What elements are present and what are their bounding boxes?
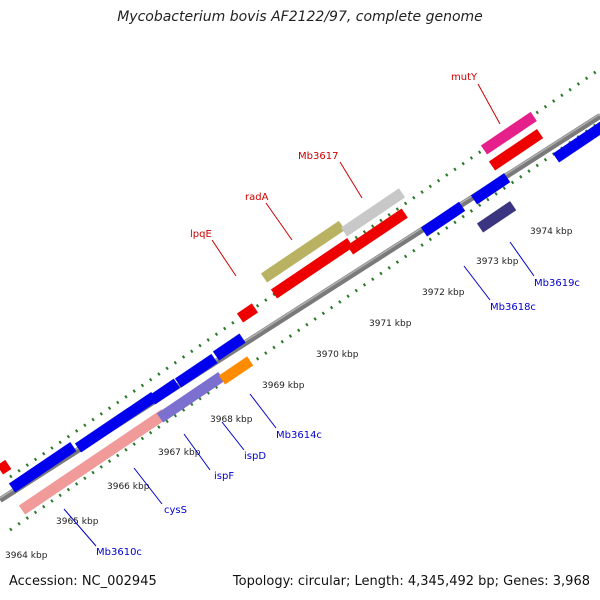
tick-label: 3965 kbp xyxy=(56,517,99,527)
gene-forward-radA[interactable] xyxy=(340,188,406,237)
gene-reverse[interactable] xyxy=(174,353,218,388)
inner-tick-track xyxy=(9,120,600,532)
gene-forward-mutY[interactable] xyxy=(480,111,537,155)
gene-reverse-ispF[interactable] xyxy=(156,372,225,423)
gene-reverse[interactable] xyxy=(8,442,77,493)
reverse-gene-labels: Mb3610c cysS ispF ispD Mb3614c Mb3618c M… xyxy=(63,241,580,558)
gene-forward[interactable] xyxy=(346,208,408,255)
gene-label-ispF[interactable]: ispF xyxy=(214,471,234,482)
label-leader xyxy=(221,421,245,451)
tick-label: 3970 kbp xyxy=(316,350,359,360)
genome-summary-text: Topology: circular; Length: 4,345,492 bp… xyxy=(232,574,590,589)
gene-reverse[interactable] xyxy=(74,391,158,453)
gene-reverse[interactable] xyxy=(470,173,511,205)
label-leader xyxy=(509,241,535,277)
gene-label-radA[interactable]: radA xyxy=(245,192,269,203)
gene-reverse[interactable] xyxy=(420,201,466,237)
gene-label-Mb3614c[interactable]: Mb3614c xyxy=(276,430,322,441)
gene-label-Mb3610c[interactable]: Mb3610c xyxy=(96,547,142,558)
label-leader xyxy=(339,161,363,199)
gene-forward[interactable] xyxy=(0,459,12,475)
tick-label: 3972 kbp xyxy=(422,288,465,298)
tick-label: 3971 kbp xyxy=(369,319,412,329)
label-leader xyxy=(463,265,491,301)
tick-label: 3968 kbp xyxy=(210,415,253,425)
gene-label-mutY[interactable]: mutY xyxy=(451,72,478,83)
gene-forward[interactable] xyxy=(488,129,544,171)
gene-forward-lpqE[interactable] xyxy=(260,220,346,283)
map-title: Mycobacterium bovis AF2122/97, complete … xyxy=(117,9,483,25)
label-leader xyxy=(249,393,277,429)
gene-reverse[interactable] xyxy=(148,378,180,405)
gene-reverse[interactable] xyxy=(212,333,246,361)
gene-label-Mb3619c[interactable]: Mb3619c xyxy=(534,278,580,289)
tick-label: 3967 kbp xyxy=(158,448,201,458)
accession-text: Accession: NC_002945 xyxy=(9,574,157,589)
tick-label: 3966 kbp xyxy=(107,482,150,492)
forward-gene-labels: lpqE radA Mb3617 mutY xyxy=(190,72,501,277)
tick-label: 3973 kbp xyxy=(476,257,519,267)
gene-label-ispD[interactable]: ispD xyxy=(244,451,266,462)
gene-label-lpqE[interactable]: lpqE xyxy=(190,229,212,240)
tick-labels: 3964 kbp 3965 kbp 3966 kbp 3967 kbp 3968… xyxy=(5,227,573,561)
gene-reverse-Mb3618c[interactable] xyxy=(476,201,517,233)
tick-label: 3964 kbp xyxy=(5,551,48,561)
tick-label: 3969 kbp xyxy=(262,381,305,391)
label-leader xyxy=(477,83,501,125)
label-leader xyxy=(63,508,97,547)
gene-reverse-cysS[interactable] xyxy=(18,409,168,515)
label-leader xyxy=(183,433,211,471)
gene-forward[interactable] xyxy=(270,237,354,299)
gene-label-cysS[interactable]: cysS xyxy=(164,505,187,516)
gene-label-Mb3618c[interactable]: Mb3618c xyxy=(490,302,536,313)
label-leader xyxy=(265,202,293,241)
forward-genes xyxy=(0,111,544,475)
tick-label: 3974 kbp xyxy=(530,227,573,237)
gene-reverse[interactable] xyxy=(552,119,600,163)
gene-reverse-ispD[interactable] xyxy=(218,356,254,385)
gene-forward[interactable] xyxy=(236,303,258,323)
reverse-genes xyxy=(8,119,600,515)
gene-label-Mb3617[interactable]: Mb3617 xyxy=(298,151,338,162)
label-leader xyxy=(211,239,237,277)
label-leader xyxy=(133,467,163,505)
